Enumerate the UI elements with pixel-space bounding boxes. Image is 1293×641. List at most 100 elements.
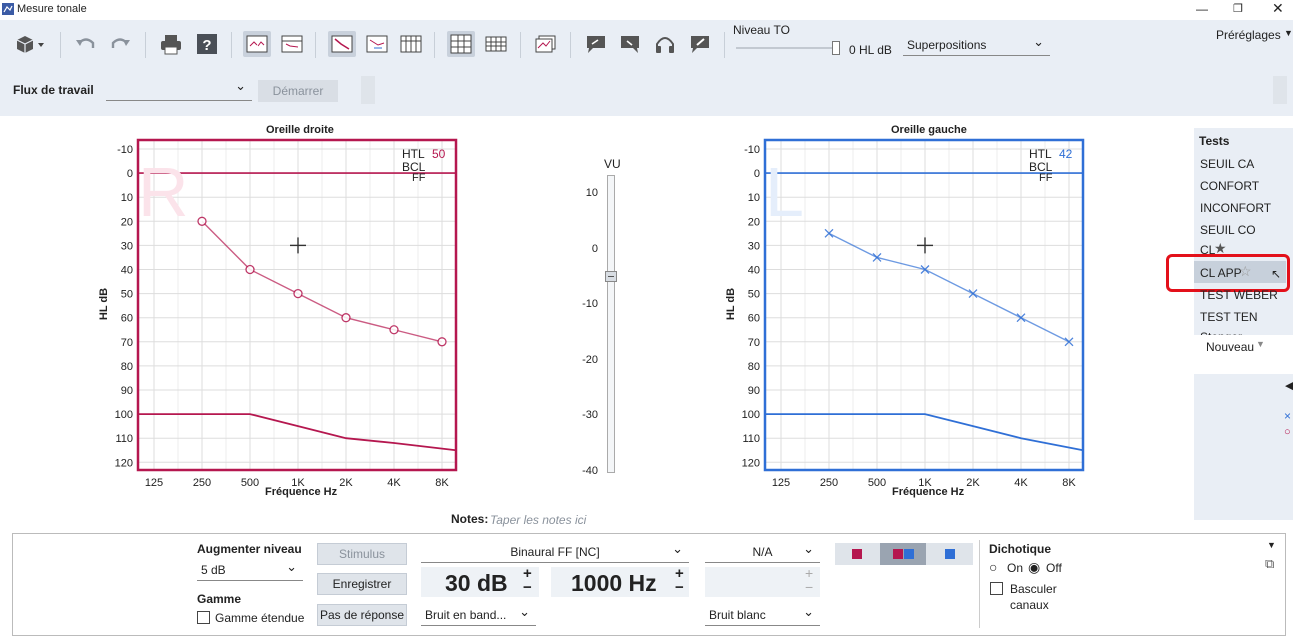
toolbar: ? Niveau TO 0 HL dB Superpositions Préré… [0,20,1293,76]
ear-both-right-icon[interactable] [893,549,903,559]
noise1-dropdown[interactable]: Bruit en band... [421,604,536,626]
test-confort[interactable]: CONFORT [1200,179,1260,193]
left-htl-label: HTL [1029,147,1052,161]
overlay-chart-icon[interactable] [532,31,560,57]
test-inconfort[interactable]: INCONFORT [1200,201,1272,215]
enregistrer-button[interactable]: Enregistrer [317,573,407,595]
prereglages-arrow-icon[interactable]: ▼ [1284,28,1293,38]
chart-frame [763,138,1085,472]
y-tick-label: 20 [121,216,133,228]
view-single-icon[interactable] [243,31,271,57]
x-tick-label: 250 [820,477,838,489]
help-icon[interactable]: ? [193,31,221,57]
test-weber[interactable]: TEST WEBER [1200,288,1278,302]
vu-thumb[interactable] [605,271,617,283]
panel-menu-icon[interactable]: ▼ [1267,540,1276,550]
level-minus-icon[interactable]: − [523,579,532,596]
ear-right-icon[interactable] [852,549,862,559]
view-table-graph-icon[interactable] [397,31,425,57]
test-stenger[interactable]: Stenger [1200,330,1243,337]
gamme-etendue-checkbox[interactable] [197,611,210,624]
prereglages-menu[interactable]: Préréglages [1216,28,1281,42]
y-tick-label: 10 [121,192,133,204]
radio-on-icon[interactable]: ○ [989,559,998,575]
left-ear-chart: Oreille gauche -10 0 10 20 30 40 50 60 70 80 90 100… [725,120,1097,500]
niveau-slider-thumb[interactable] [832,41,840,55]
notes-label: Notes: [451,512,489,526]
collapse-arrow-icon[interactable]: ◀ [1285,380,1293,392]
augmenter-label: Augmenter niveau [197,542,302,556]
notes-input[interactable]: Taper les notes ici [490,513,587,527]
x-tick-label: 4K [387,477,401,489]
tests-panel [1194,128,1293,358]
right-audiogram-svg[interactable]: -10 0 10 20 30 40 50 60 70 80 90 100 110 120 125 250 500… [100,120,470,500]
workflow-separator-right [1273,76,1287,104]
vu-tick-label: -20 [582,353,598,366]
right-bcl-label: BCL [402,160,426,174]
nouveau-button[interactable]: Nouveau [1206,340,1255,354]
headphones-icon[interactable] [651,31,679,57]
canaux-label: canaux [1010,598,1049,612]
talk-forward-icon[interactable] [582,31,610,57]
na-dropdown[interactable]: N/A [705,541,820,563]
freq-value[interactable]: 1000 Hz [571,570,657,596]
pas-de-reponse-button[interactable]: Pas de réponse [317,604,407,626]
restore-icon[interactable]: ❐ [1233,3,1243,15]
cursor-icon: ↖ [1271,267,1282,281]
cube-menu-icon[interactable] [12,31,48,57]
x-tick-label: 2K [339,477,353,489]
test-cl[interactable]: CL [1200,243,1216,257]
freq-plus-icon[interactable]: + [675,565,684,582]
mask-minus-icon[interactable]: − [805,579,814,595]
data-point [872,252,882,262]
y-tick-label: 100 [115,409,133,421]
grid-large-icon[interactable] [447,31,475,57]
left-audiogram-svg[interactable]: -10 0 10 20 30 40 50 60 70 80 90 100 110 120 125 250 500… [727,120,1097,500]
level-plus-icon[interactable]: + [523,565,532,582]
print-icon[interactable] [157,31,185,57]
undo-icon[interactable] [72,31,100,57]
stimulus-button[interactable]: Stimulus [317,543,407,565]
freq-minus-icon[interactable]: − [675,579,684,596]
data-point [437,337,447,347]
basculer-checkbox[interactable] [990,582,1003,595]
x-tick-label: 8K [1062,477,1076,489]
view-right-graph-icon[interactable] [328,31,356,57]
superpositions-dropdown[interactable]: Superpositions [903,34,1050,56]
right-htl-value: 50 [432,147,446,161]
mask-plus-icon[interactable]: + [805,565,814,581]
close-icon[interactable]: ✕ [1272,0,1284,16]
tests-heading: Tests [1199,134,1230,148]
radio-off-icon[interactable]: ◉ [1028,559,1041,575]
test-seuil-co[interactable]: SEUIL CO [1200,223,1256,237]
noise2-dropdown[interactable]: Bruit blanc [705,604,820,626]
view-dual-graph-icon[interactable] [363,31,391,57]
ear-left-icon[interactable] [945,549,955,559]
limit-line [765,413,1084,452]
x-tick-label: 500 [241,477,259,489]
test-seuil-ca[interactable]: SEUIL CA [1200,157,1255,171]
step-dropdown[interactable]: 5 dB [197,559,303,581]
test-ten[interactable]: TEST TEN [1200,310,1258,324]
ear-both-left-icon[interactable] [904,549,914,559]
view-audiogram-icon[interactable] [278,31,306,57]
transducer-dropdown[interactable]: Binaural FF [NC] [421,541,689,563]
level-value[interactable]: 30 dB [445,570,508,596]
star-filled-icon[interactable]: ★ [1214,240,1227,256]
right-htl-label: HTL [402,147,425,161]
niveau-slider-track[interactable] [736,47,836,49]
star-outline-icon[interactable]: ☆ [1239,263,1252,279]
talk-back-icon[interactable] [616,31,644,57]
popout-icon[interactable]: ⧉ [1265,556,1275,571]
minimize-icon[interactable]: — [1196,2,1208,16]
title-bar: Mesure tonale — ❐ ✕ [0,0,1293,20]
test-cl-app[interactable]: CL APP [1200,266,1242,280]
workflow-dropdown[interactable] [106,78,252,101]
test-selected-bg [1194,261,1286,283]
edit-comment-icon[interactable] [686,31,714,57]
demarrer-button[interactable]: Démarrer [258,80,338,102]
grid-small-icon[interactable] [482,31,510,57]
ear-both-active[interactable] [880,543,926,565]
nouveau-arrow-icon[interactable]: ▼ [1256,339,1265,349]
redo-icon[interactable] [106,31,134,57]
